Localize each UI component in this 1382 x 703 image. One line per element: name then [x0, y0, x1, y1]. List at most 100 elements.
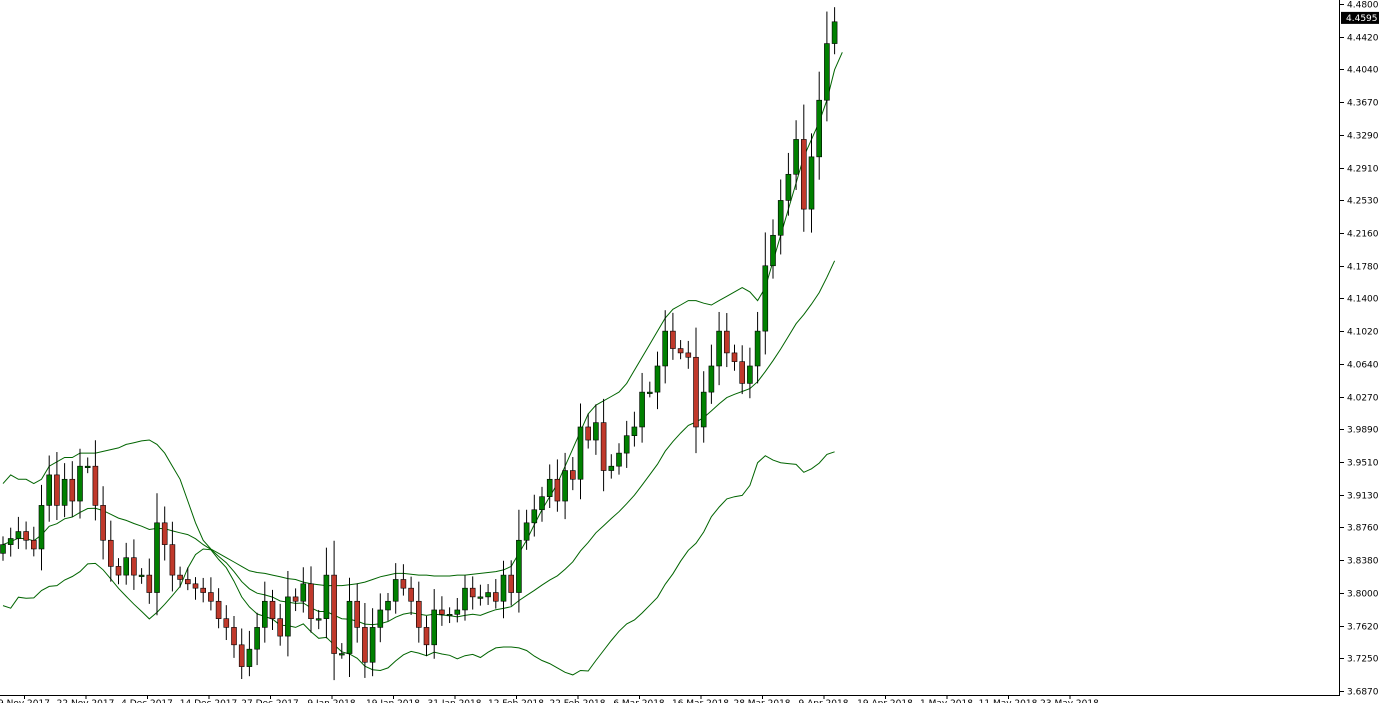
time-tick-label: 14 Dec 2017 [180, 699, 238, 703]
bearish-candle [92, 465, 99, 506]
bearish-candle [354, 600, 361, 628]
time-tick-label: 1 May 2018 [920, 699, 973, 703]
price-tick-label: 3.7620 [1347, 623, 1379, 633]
bullish-candle [793, 139, 799, 175]
price-tick-label: 4.1400 [1347, 295, 1379, 305]
bearish-candle [69, 478, 76, 502]
price-tick-label: 4.4040 [1347, 66, 1379, 76]
bullish-candle [577, 426, 584, 480]
bullish-candle [623, 435, 630, 454]
bullish-candle [15, 531, 22, 539]
bullish-candle [762, 265, 769, 332]
bearish-candle [192, 583, 199, 589]
bullish-candle [338, 653, 345, 656]
price-tick-label: 3.6870 [1347, 688, 1379, 698]
bullish-candle [446, 614, 453, 617]
bullish-candle [770, 234, 776, 267]
time-tick-label: 22 Feb 2018 [549, 699, 605, 703]
bullish-candle [816, 99, 823, 158]
bearish-candle [169, 544, 176, 576]
bullish-candle [61, 478, 68, 506]
bearish-candle [362, 627, 368, 663]
upper-band-line [2, 52, 843, 587]
bearish-candle [54, 474, 60, 506]
price-tick-label: 4.1780 [1347, 263, 1379, 273]
time-tick-label: 11 May 2018 [979, 699, 1038, 703]
bearish-candle [161, 522, 168, 545]
bullish-candle [608, 465, 615, 471]
bearish-candle [131, 557, 137, 576]
bearish-candle [146, 574, 153, 593]
time-tick-label: 9 Nov 2017 [0, 699, 50, 703]
price-tick-label: 4.2910 [1347, 165, 1379, 175]
time-tick-label: 22 Nov 2017 [57, 699, 115, 703]
bullish-candle [7, 538, 14, 545]
bullish-candle [77, 465, 83, 502]
price-tick-label: 3.9130 [1347, 492, 1379, 502]
bullish-candle [616, 452, 622, 467]
bearish-candle [554, 478, 561, 502]
price-tick-label: 4.0640 [1347, 361, 1379, 371]
bullish-candle [500, 574, 507, 602]
bearish-candle [115, 566, 122, 576]
bullish-candle [454, 609, 461, 615]
bullish-candle [754, 330, 761, 367]
bullish-candle [477, 596, 484, 599]
bearish-candle [670, 330, 676, 349]
price-tick-label: 3.8760 [1347, 524, 1379, 534]
bearish-candle [723, 330, 730, 354]
price-tick-label: 4.2160 [1347, 230, 1379, 240]
bullish-candle [254, 627, 260, 650]
price-tick-label: 3.8000 [1347, 590, 1379, 600]
bullish-candle [631, 426, 638, 436]
bullish-candle [0, 544, 6, 554]
bullish-candle [785, 173, 792, 201]
bearish-candle [269, 600, 276, 619]
bullish-candle [831, 21, 838, 44]
bearish-candle [415, 600, 422, 628]
price-tick-label: 4.0270 [1347, 394, 1379, 404]
bullish-candle [777, 200, 784, 236]
price-tick-label: 4.3670 [1347, 99, 1379, 109]
bearish-candle [331, 574, 337, 654]
bullish-candle [808, 156, 815, 210]
bullish-candle [562, 470, 568, 502]
price-tick-label: 4.1020 [1347, 328, 1379, 338]
bullish-candle [154, 522, 160, 593]
bullish-candle [261, 600, 268, 628]
bullish-candle [323, 574, 330, 619]
bearish-candle [308, 583, 314, 619]
time-tick-label: 23 May 2018 [1040, 699, 1099, 703]
bullish-candle [639, 391, 645, 428]
price-tick-label: 4.3290 [1347, 132, 1379, 142]
time-tick-label: 19 Apr 2018 [857, 699, 913, 703]
bearish-candle [423, 627, 430, 646]
bearish-candle [600, 422, 607, 471]
bearish-candle [469, 587, 476, 598]
price-tick-label: 3.8380 [1347, 557, 1379, 567]
bullish-candle [300, 583, 307, 602]
price-tick-label: 4.4420 [1347, 34, 1379, 44]
bearish-candle [508, 574, 515, 593]
bearish-candle [569, 470, 576, 480]
bearish-candle [177, 574, 183, 580]
bearish-candle [292, 596, 299, 602]
bearish-candle [739, 361, 746, 384]
time-tick-label: 9 Apr 2018 [799, 699, 849, 703]
current-price-marker: 4.4595 [1341, 11, 1379, 24]
lower-band-line [2, 451, 835, 676]
time-tick-label: 9 Jan 2018 [307, 699, 355, 703]
bullish-candle [138, 574, 145, 577]
bullish-candle [392, 579, 399, 602]
bearish-candle [677, 348, 684, 354]
bullish-candle [747, 365, 753, 384]
bearish-candle [277, 618, 284, 637]
bearish-candle [585, 426, 592, 441]
bearish-candle [30, 539, 37, 550]
bullish-candle [377, 609, 384, 628]
current-price-label: 4.4595 [1346, 14, 1378, 24]
bearish-candle [23, 531, 29, 541]
bullish-candle [593, 422, 599, 441]
bullish-candle [662, 330, 669, 367]
